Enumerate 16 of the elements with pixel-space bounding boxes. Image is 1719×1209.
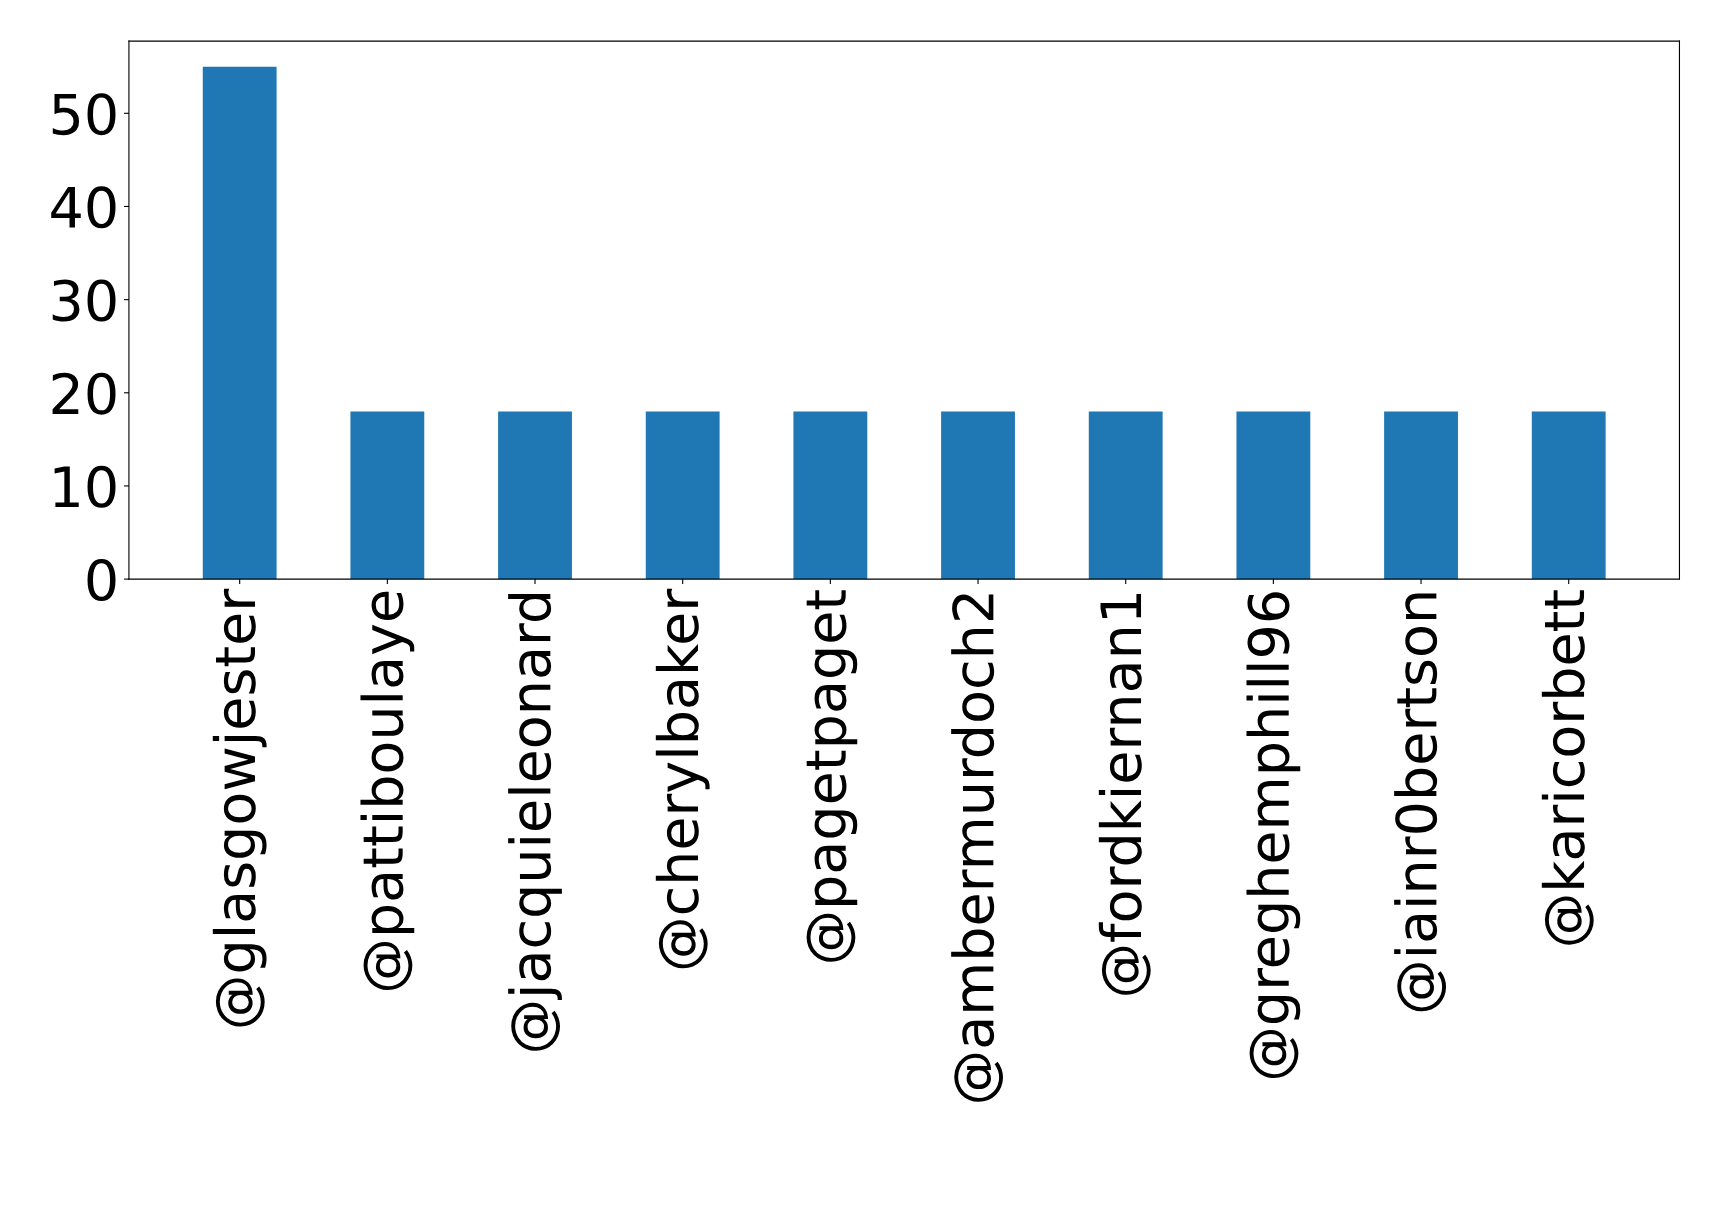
x-tick-label: @pagetpaget <box>806 590 858 962</box>
x-tick-label: @cherylbaker <box>655 588 710 969</box>
x-tick-label: @iainr0bertson <box>1394 593 1447 1012</box>
y-tick-label: 40 <box>51 186 116 229</box>
y-tick-label: 0 <box>87 558 116 602</box>
y-tick-label: 50 <box>52 93 116 136</box>
x-tick-label: @jacquieleonard <box>508 593 562 1051</box>
x-tick-label: @glasgowjester <box>212 588 267 1027</box>
x-tick-label: @fordkiernan1 <box>1098 593 1151 995</box>
x-tick-label: @ambermurdoch2 <box>951 594 1004 1102</box>
y-tick-label: 10 <box>54 465 116 508</box>
y-tick-label: 30 <box>52 279 116 322</box>
x-tick-label: @pattiboulaye <box>360 591 415 991</box>
x-tick-label: @karicorbett <box>1541 590 1594 945</box>
y-tick-label: 20 <box>52 372 116 415</box>
x-tick-label: @greghemphill96 <box>1246 592 1301 1079</box>
